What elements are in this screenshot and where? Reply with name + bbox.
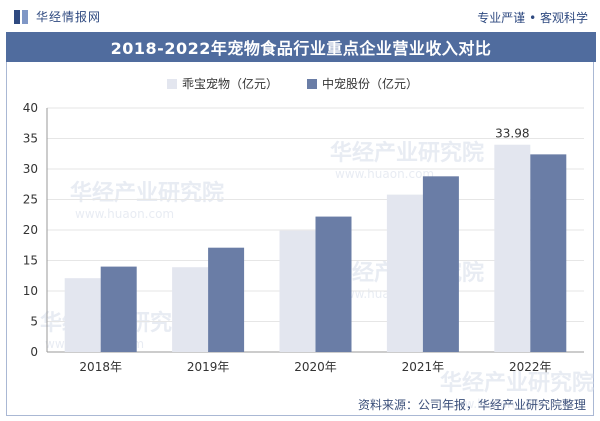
- x-tick-label: 2020年: [294, 360, 337, 374]
- chart-frame: [6, 62, 594, 416]
- y-tick-label: 40: [23, 101, 38, 115]
- bar-series-b: [100, 266, 137, 352]
- axes: 0 5 10 15 20 25 30 35 40 2018年 2019年 2020年 2021年 2022…: [23, 101, 584, 374]
- legend-label: 中宠股份（亿元）: [322, 76, 418, 91]
- watermark-url: www.huaon.com: [445, 397, 544, 411]
- brand-logo-icon: [14, 9, 30, 25]
- data-label: 33.98: [495, 127, 529, 141]
- x-tick-label: 2021年: [402, 360, 445, 374]
- bar-series-a: [64, 278, 101, 352]
- watermark-text: 华经产业研究院: [440, 370, 594, 396]
- watermark-text: 华经产业研究院: [70, 180, 224, 206]
- watermark-url: www.huaon.com: [75, 207, 174, 221]
- x-tick-label: 2022年: [509, 360, 552, 374]
- slogan: 专业严谨 • 客观科学: [477, 11, 588, 25]
- y-tick-label: 35: [23, 132, 38, 146]
- bar-series-b: [208, 247, 245, 352]
- y-tick-label: 25: [23, 193, 38, 207]
- watermark-url: www.huaon.com: [335, 167, 434, 181]
- y-tick-label: 15: [23, 254, 38, 268]
- legend-swatch: [307, 79, 317, 89]
- y-tick-label: 5: [30, 315, 38, 329]
- x-tick-label: 2018年: [79, 360, 122, 374]
- y-tick-label: 10: [23, 284, 38, 298]
- y-tick-label: 0: [30, 345, 38, 359]
- watermark-text: 华经产业研究院: [330, 140, 484, 166]
- bars: [64, 144, 567, 352]
- bar-series-b: [530, 154, 567, 352]
- legend: 乖宝宠物（亿元） 中宠股份（亿元）: [167, 76, 418, 91]
- brand-name: 华经情报网: [36, 10, 102, 24]
- chart-title: 2018-2022年宠物食品行业重点企业营业收入对比: [110, 39, 492, 58]
- brand: 华经情报网: [14, 8, 101, 25]
- top-bar: 华经情报网 专业严谨 • 客观科学: [0, 0, 600, 32]
- legend-label: 乖宝宠物（亿元）: [182, 76, 278, 91]
- bar-series-b: [315, 216, 352, 352]
- title-bar: 2018-2022年宠物食品行业重点企业营业收入对比: [6, 32, 596, 62]
- bar-series-a: [172, 267, 209, 352]
- y-tick-label: 20: [23, 223, 38, 237]
- x-tick-label: 2019年: [187, 360, 230, 374]
- bar-series-a: [494, 144, 531, 352]
- bar-series-b: [422, 176, 459, 352]
- legend-swatch: [167, 79, 177, 89]
- source-note: 资料来源：公司年报，华经产业研究院整理: [357, 398, 586, 412]
- bar-series-a: [386, 194, 423, 352]
- y-tick-label: 30: [23, 162, 38, 176]
- labels: 33.98: [495, 127, 529, 141]
- bar-series-a: [279, 230, 316, 352]
